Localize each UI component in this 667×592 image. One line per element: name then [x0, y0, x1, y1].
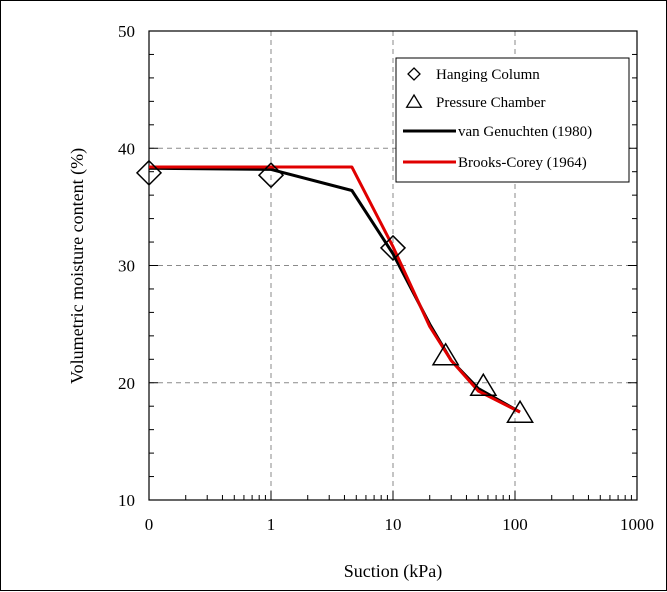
- y-tick-label: 20: [118, 374, 135, 393]
- pressure-chamber-point: [506, 399, 534, 423]
- x-tick-label: 10: [385, 515, 402, 534]
- x-axis-title: Suction (kPa): [344, 561, 443, 582]
- legend-label: Pressure Chamber: [436, 95, 546, 111]
- brooks-corey-line: [149, 165, 521, 414]
- legend-label: Hanging Column: [436, 67, 540, 83]
- axes: [148, 30, 638, 501]
- y-tick-label: 30: [118, 257, 135, 276]
- y-tick-label: 50: [118, 22, 135, 41]
- measured-points: [135, 159, 534, 423]
- legend-label: Brooks-Corey (1964): [458, 155, 587, 171]
- hanging-column-point: [135, 159, 163, 186]
- x-tick-label: 1: [267, 515, 276, 534]
- legend-diamond-symbol: [407, 67, 421, 81]
- hanging-column-point: [379, 234, 407, 261]
- x-tick-label: 0: [145, 515, 154, 534]
- y-axis-title: Volumetric moisture content (%): [67, 148, 88, 384]
- y-tick-label: 40: [118, 139, 135, 158]
- model-curves: [148, 165, 521, 414]
- legend-triangle-symbol: [405, 93, 423, 108]
- legend-label: van Genuchten (1980): [458, 124, 592, 140]
- x-tick-label: 100: [502, 515, 528, 534]
- legend: Hanging Column Pressure Chamber van Genuch…: [395, 57, 630, 183]
- pressure-chamber-point: [431, 342, 460, 366]
- pressure-chamber-point: [469, 372, 498, 397]
- y-tick-label: 10: [118, 491, 135, 510]
- tick-labels: 0 1 10 100 1000 10 20 30 40 50: [118, 22, 654, 534]
- hanging-column-point: [257, 162, 285, 189]
- x-tick-label: 1000: [620, 515, 654, 534]
